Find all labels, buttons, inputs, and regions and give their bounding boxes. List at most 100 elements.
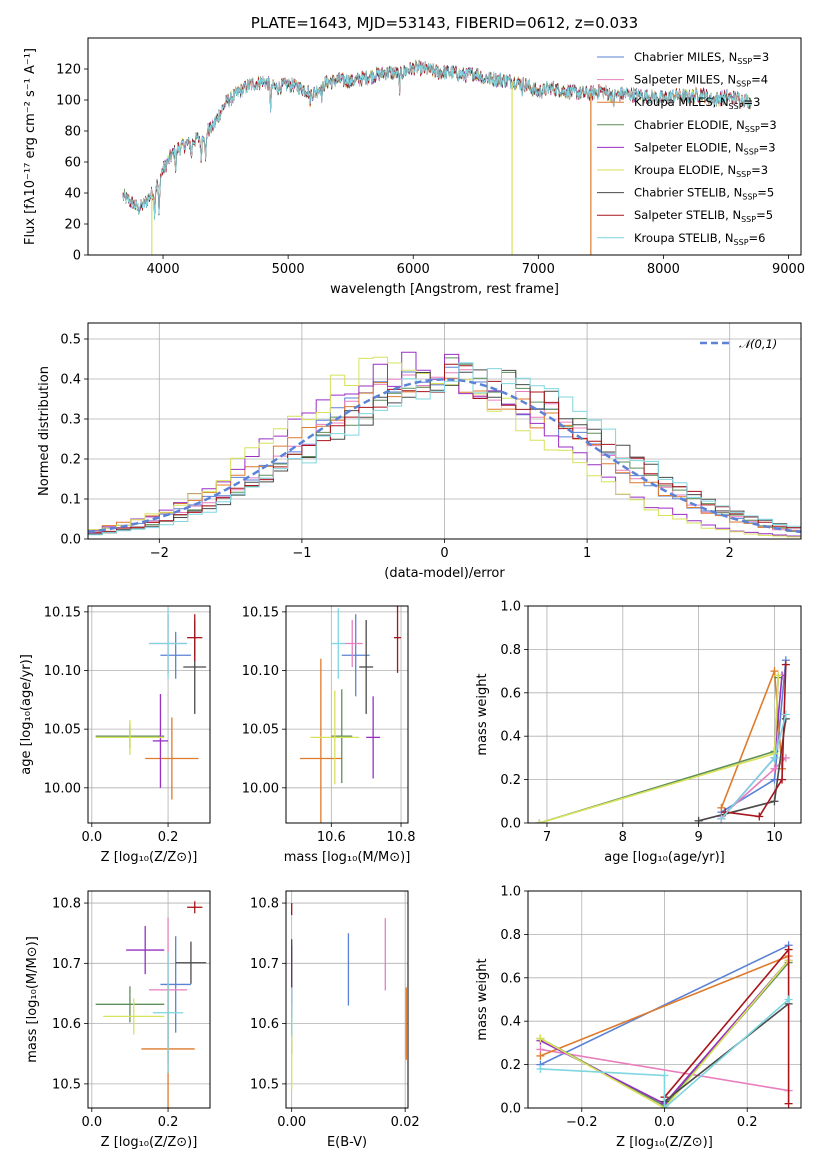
x-tick-label: 0 <box>440 546 448 561</box>
weight-point-marker <box>660 1071 669 1080</box>
y-tick-label: 0.4 <box>500 730 521 745</box>
axes-frame <box>527 890 802 1109</box>
x-tick-label: 0.00 <box>277 1115 306 1130</box>
y-tick-label: 10.00 <box>242 781 279 796</box>
legend-value: =3 <box>752 50 769 64</box>
y-axis-label: age [log₁₀(age/yr)] <box>19 654 34 775</box>
x-tick-label: 1 <box>583 546 591 561</box>
age_vs_mass-panel: 10.6 10.8 10.00 10.05 10.10 10.15 mass [log₁₀(… <box>242 605 416 865</box>
weight-point-marker <box>784 945 793 954</box>
errorbar-point-salpeter-elodie <box>152 693 169 788</box>
weight_vs_z-panel: −0.2 0.0 0.2 0.0 0.2 0.4 0.6 0.8 1.0 Z [log₁₀(Z/Z… <box>475 885 802 1150</box>
weight-point-marker <box>781 660 790 669</box>
x-tick-label: 2 <box>726 546 734 561</box>
axes-frame <box>87 605 211 824</box>
legend-subscript: SSP <box>737 57 752 66</box>
legend-subscript: SSP <box>744 147 759 156</box>
y-tick-label: 40 <box>64 187 81 202</box>
y-tick-label: 10.05 <box>44 723 81 738</box>
x-tick-label: 9000 <box>772 262 805 277</box>
weight-point-marker <box>535 819 544 823</box>
y-tick-label: 0.0 <box>500 1102 521 1117</box>
spectrum-panel: 4000 5000 6000 7000 8000 9000 0 20 40 60 80 100 120 w… <box>23 37 805 297</box>
histogram-kroupa-stelib <box>88 362 801 536</box>
weight-point-marker <box>717 814 726 823</box>
x-tick-label: 0.0 <box>81 830 102 845</box>
legend-subscript: SSP <box>742 193 757 202</box>
y-tick-label: 10.5 <box>52 1077 81 1092</box>
y-tick-label: 0.8 <box>500 643 521 658</box>
weight-point-marker <box>536 1034 545 1043</box>
y-tick-label: 10.10 <box>242 664 279 679</box>
histogram-salpeter-stelib <box>88 363 801 533</box>
legend-subscript: SSP <box>729 102 744 111</box>
errorbar-point-salpeter-stelib <box>394 606 402 673</box>
legend-label: Kroupa STELIB, NSSP=6 <box>634 231 765 247</box>
weight_vs_age-grid <box>528 605 801 824</box>
weight-point-marker <box>778 775 787 784</box>
x-tick-label: 10.8 <box>387 830 416 845</box>
legend-value: =4 <box>751 73 768 87</box>
y-tick-label: 10.05 <box>242 723 279 738</box>
y-tick-label: 0.2 <box>500 1058 521 1073</box>
y-axis-label: Normed distribution <box>37 366 52 496</box>
errorbar-point-salpeter-stelib <box>187 614 203 662</box>
legend-subscript: SSP <box>741 215 756 224</box>
errorbar-point-kroupa-miles <box>299 658 342 823</box>
weight_vs_z-plot-area <box>536 941 793 1108</box>
x-tick-label: 5000 <box>272 262 305 277</box>
y-tick-label: 0.8 <box>500 928 521 943</box>
weight-point-marker <box>781 710 790 719</box>
x-tick-label: 7000 <box>522 262 555 277</box>
x-axis-label: (data-model)/error <box>384 566 505 581</box>
weight-line-chabrier-elodie <box>539 677 780 823</box>
errorbar-point-kroupa-elodie <box>103 998 165 1035</box>
legend-value: =5 <box>757 186 774 200</box>
spectrum-legend: Chabrier MILES, NSSP=3 Salpeter MILES, NS… <box>597 50 777 247</box>
weight-point-marker <box>784 995 793 1004</box>
x-tick-label: 8 <box>619 830 627 845</box>
age_vs_z-grid <box>88 606 210 823</box>
errorbar-point-kroupa-stelib <box>149 608 188 679</box>
errorbar-point-chabrier-stelib <box>175 941 207 984</box>
y-axis-label: mass weight <box>475 673 490 755</box>
axes-frame <box>527 605 802 824</box>
weight-point-marker <box>770 753 779 762</box>
axes-frame <box>285 890 409 1109</box>
x-tick-label: 6000 <box>397 262 430 277</box>
x-axis-label: mass [log₁₀(M/M⊙)] <box>284 850 411 865</box>
x-axis-label: Z [log₁₀(Z/Z⊙)] <box>616 1135 713 1150</box>
y-tick-label: 100 <box>56 94 81 109</box>
x-tick-label: 0.0 <box>81 1115 102 1130</box>
y-tick-label: 0.1 <box>60 493 81 508</box>
x-tick-label: 0.2 <box>737 1115 758 1130</box>
y-tick-label: 0.0 <box>60 533 81 548</box>
y-tick-label: 0.2 <box>500 773 521 788</box>
x-tick-label: 9 <box>694 830 702 845</box>
weight-line-kroupa-elodie <box>539 675 780 823</box>
residuals-plot-area <box>88 351 801 538</box>
errorbar-point-kroupa-elodie <box>310 690 360 785</box>
legend-value: =3 <box>751 163 768 177</box>
legend-value: =3 <box>744 95 761 109</box>
weight-line-salpeter-miles <box>540 1048 789 1092</box>
errorbar-point-chabrier-miles <box>160 631 191 679</box>
legend-value: =6 <box>749 231 766 245</box>
y-axis-label: mass [log₁₀(M/M⊙)] <box>25 936 40 1063</box>
legend-label: Kroupa ELODIE, NSSP=3 <box>634 163 768 179</box>
errorbar-point-salpeter-elodie <box>366 696 381 779</box>
weight-point-marker <box>770 764 779 773</box>
x-tick-label: −2 <box>150 546 169 561</box>
y-axis-label: Flux [fλ10⁻¹⁷ erg cm⁻² s⁻¹ A⁻¹] <box>23 48 38 245</box>
y-tick-label: 0.3 <box>60 413 81 428</box>
weight-line-chabrier-stelib <box>664 1003 790 1103</box>
errorbar-point-kroupa-miles <box>145 717 199 800</box>
errorbar-point-chabrier-miles <box>341 614 370 697</box>
y-tick-label: 20 <box>64 218 81 233</box>
y-tick-label: 60 <box>64 156 81 171</box>
weight-point-marker <box>660 1104 669 1108</box>
age_vs_z-panel: 0.0 0.2 10.00 10.05 10.10 10.15 Z [log₁₀(Z/Z⊙)… <box>19 605 211 865</box>
weight-point-marker <box>784 1099 793 1108</box>
y-tick-label: 0.4 <box>60 373 81 388</box>
